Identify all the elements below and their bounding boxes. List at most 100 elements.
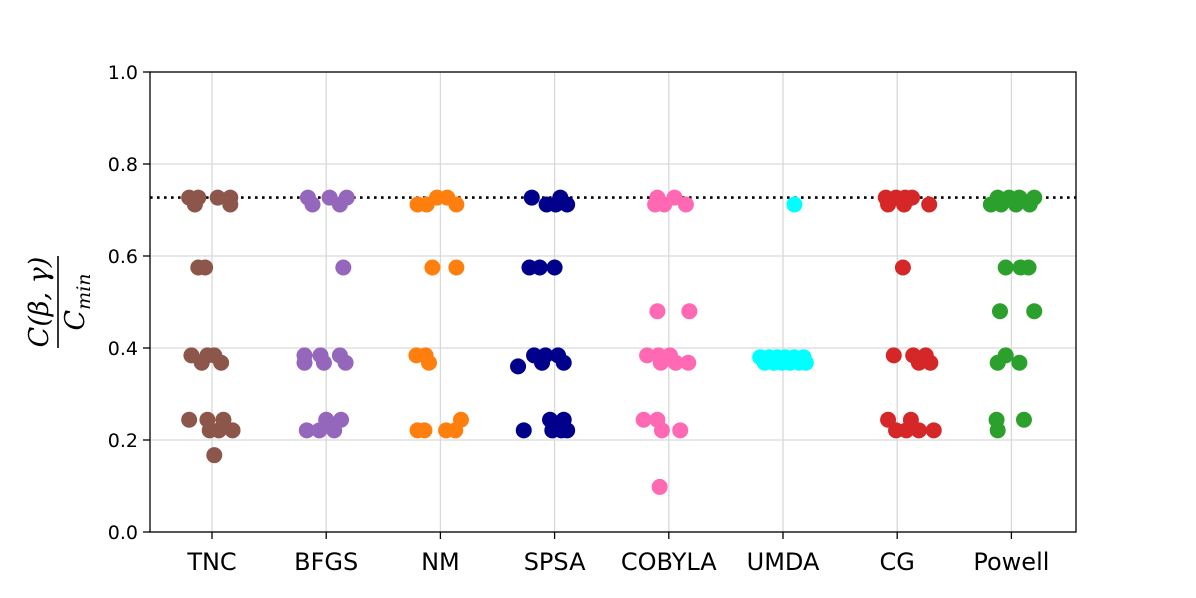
data-point [651, 478, 668, 495]
data-point [649, 303, 666, 320]
series-powell [982, 189, 1043, 439]
data-point [922, 354, 939, 371]
y-tick-label: 0.4 [108, 338, 138, 360]
data-point [652, 354, 669, 371]
y-axis-label-denominator-base: C [60, 310, 91, 331]
data-point [311, 422, 328, 439]
data-point [452, 411, 469, 428]
data-point [546, 259, 563, 276]
data-point [222, 196, 239, 213]
data-point [296, 354, 313, 371]
data-point [523, 189, 540, 206]
series-spsa [510, 189, 576, 439]
data-point [910, 354, 927, 371]
series-cg [877, 189, 942, 439]
series-bfgs [296, 189, 355, 439]
y-tick-label: 0.6 [108, 246, 138, 268]
data-point [197, 259, 214, 276]
data-point [547, 196, 564, 213]
data-point [1015, 411, 1032, 428]
data-point [910, 422, 927, 439]
data-point [1007, 196, 1024, 213]
data-point [797, 354, 814, 371]
x-tick-label: SPSA [524, 548, 586, 576]
data-point [786, 196, 803, 213]
data-point [639, 347, 656, 364]
x-tick-label: UMDA [747, 548, 820, 576]
data-point [326, 422, 343, 439]
y-tick-label: 0.0 [108, 522, 138, 544]
data-point [420, 354, 437, 371]
data-point [989, 422, 1006, 439]
data-point [1021, 196, 1038, 213]
x-tick-label: CG [880, 548, 915, 576]
x-tick-label: COBYLA [621, 548, 717, 576]
data-point [667, 354, 684, 371]
data-point [989, 354, 1006, 371]
data-point [921, 196, 938, 213]
data-point [439, 189, 456, 206]
plot-background [150, 72, 1076, 532]
data-point [880, 196, 897, 213]
data-point [894, 259, 911, 276]
data-point [885, 347, 902, 364]
data-point [991, 303, 1008, 320]
x-tick-label: NM [421, 548, 460, 576]
data-point [448, 259, 465, 276]
data-point [298, 422, 315, 439]
data-point [206, 447, 223, 464]
data-point [186, 196, 203, 213]
y-tick-label: 1.0 [108, 62, 138, 84]
x-tick-label: TNC [186, 548, 236, 576]
data-point [304, 196, 321, 213]
data-point [672, 422, 689, 439]
data-point [335, 259, 352, 276]
y-axis-label-denominator: Cmin [60, 273, 95, 330]
data-point [315, 354, 332, 371]
data-point [510, 358, 527, 375]
series-nm [408, 189, 469, 439]
y-axis-label-numerator: C(β, γ) [24, 257, 55, 348]
plot-frame [149, 71, 1077, 533]
data-point [898, 422, 915, 439]
data-point [531, 259, 548, 276]
data-point [209, 189, 226, 206]
data-point [515, 422, 532, 439]
data-point [424, 259, 441, 276]
data-point [213, 354, 230, 371]
data-point [1020, 259, 1037, 276]
data-point [1026, 303, 1043, 320]
data-point [337, 354, 354, 371]
data-point [555, 354, 572, 371]
y-axis-ticks: 0.0 0.2 0.4 0.6 0.8 1.0 [108, 62, 150, 544]
y-axis-label: C(β, γ) Cmin [24, 256, 95, 348]
data-point [993, 196, 1010, 213]
series-tnc [181, 189, 241, 464]
data-point [331, 196, 348, 213]
data-point [677, 196, 694, 213]
data-point [997, 259, 1014, 276]
data-point [559, 422, 576, 439]
data-point [653, 422, 670, 439]
data-point [224, 422, 241, 439]
data-point [193, 354, 210, 371]
data-point [680, 354, 697, 371]
x-tick-label: BFGS [294, 548, 358, 576]
series-umda [752, 196, 814, 371]
y-tick-label: 0.8 [108, 154, 138, 176]
data-point [210, 422, 227, 439]
data-point [1011, 354, 1028, 371]
data-point [681, 303, 698, 320]
data-points [181, 189, 1043, 495]
data-point [534, 354, 551, 371]
data-point [635, 411, 652, 428]
y-tick-label: 0.2 [108, 430, 138, 452]
data-point [896, 196, 913, 213]
data-point [559, 196, 576, 213]
x-tick-label: Powell [973, 548, 1049, 576]
series-cobyla [635, 189, 698, 495]
y-axis-label-denominator-subscript: min [73, 273, 95, 309]
x-axis-ticks: TNC BFGS NM SPSA COBYLA UMDA CG Powell [186, 532, 1049, 576]
data-point [416, 422, 433, 439]
